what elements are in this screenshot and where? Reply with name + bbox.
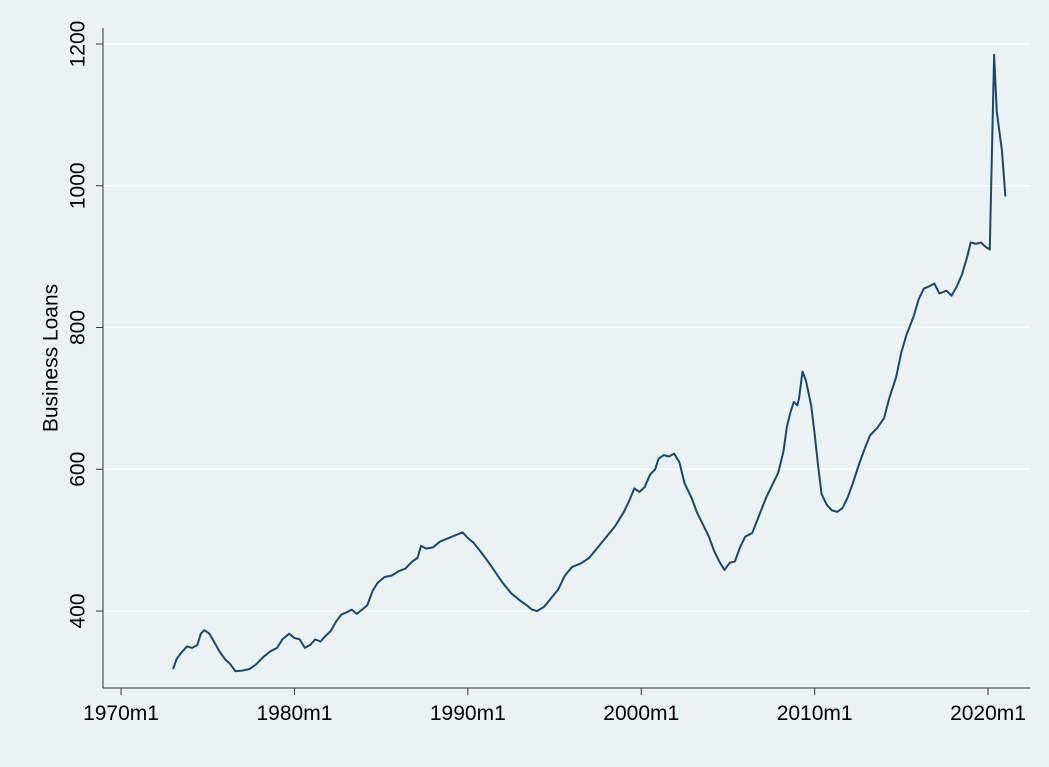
data-line [172, 53, 1007, 673]
y-tick-label: 1000 [67, 162, 90, 209]
x-tick-label: 1980m1 [256, 702, 332, 725]
y-tick-label: 1200 [67, 21, 90, 68]
x-tick-label: 1990m1 [430, 702, 506, 725]
y-tick-label: 400 [67, 594, 90, 629]
x-tick-label: 2000m1 [603, 702, 679, 725]
y-tick-label: 800 [67, 310, 90, 345]
x-tick-label: 2010m1 [777, 702, 853, 725]
x-tick-label: 2020m1 [950, 702, 1026, 725]
y-axis-label: Business Loans [40, 284, 63, 432]
y-tick-label: 600 [67, 452, 90, 487]
x-tick-label: 1970m1 [83, 702, 159, 725]
